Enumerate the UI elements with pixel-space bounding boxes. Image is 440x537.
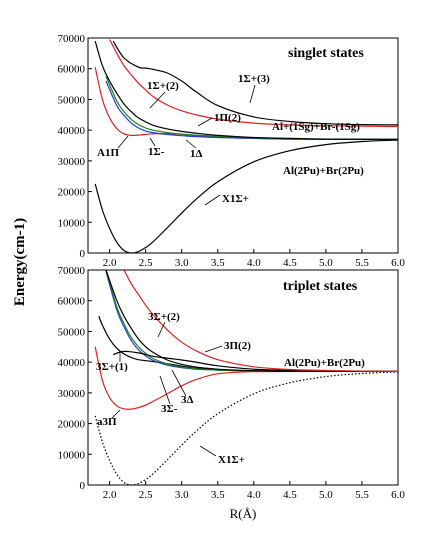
triplet-xtick-label-7: 5.5 bbox=[355, 489, 369, 501]
annotation-pointer-8 bbox=[204, 345, 223, 353]
label-A1pi: A1Π bbox=[97, 147, 119, 159]
triplet-xtick-label-2: 3.0 bbox=[175, 489, 189, 501]
triplet-curves bbox=[94, 269, 399, 486]
singlet-y-ticks: 0 10000 20000 30000 40000 50000 60000 70000 bbox=[58, 33, 92, 260]
label-3sigma-minus: 3Σ- bbox=[161, 403, 178, 415]
annotation-pointer-13 bbox=[199, 445, 217, 457]
annotation-pointer-4 bbox=[149, 137, 156, 147]
singlet-xtick-label-0: 2.0 bbox=[103, 257, 117, 269]
y-axis-label: Energy(cm-1) bbox=[12, 218, 28, 306]
singlet-ytick-label-4: 40000 bbox=[58, 125, 86, 137]
singlet-xtick-label-4: 4.0 bbox=[247, 257, 261, 269]
annotation-pointer-6 bbox=[204, 194, 221, 206]
singlet-curve-6 bbox=[112, 40, 399, 126]
annotation-pointer-12 bbox=[171, 369, 187, 397]
label-3delta: 3Δ bbox=[181, 394, 194, 406]
triplet-ytick-label-5: 50000 bbox=[58, 326, 86, 338]
label-3sigma-plus-1: 3Σ+(1) bbox=[96, 361, 128, 373]
x-axis-label: R(Å) bbox=[230, 506, 257, 521]
label-1sigma-plus-3: 1Σ+(3) bbox=[238, 73, 270, 85]
triplet-y-ticks: 0 10000 20000 30000 40000 50000 60000 70000 bbox=[58, 265, 92, 492]
label-1sigma-plus-2: 1Σ+(2) bbox=[147, 80, 179, 92]
singlet-ytick-label-7: 70000 bbox=[58, 33, 86, 45]
label-a3pi: a3Π bbox=[97, 416, 117, 428]
label-1pi-2: 1Π(2) bbox=[214, 112, 241, 124]
triplet-ytick-label-2: 20000 bbox=[58, 419, 86, 431]
triplet-xtick-label-6: 5.0 bbox=[319, 489, 333, 501]
triplet-curve-5 bbox=[105, 269, 398, 373]
triplet-ytick-label-7: 70000 bbox=[58, 265, 86, 277]
triplet-curve-6 bbox=[113, 350, 399, 372]
annotation-pointer-3 bbox=[117, 135, 129, 149]
triplet-curve-7 bbox=[123, 269, 399, 372]
singlet-title: singlet states bbox=[288, 46, 364, 61]
singlet-ytick-label-0: 0 bbox=[80, 248, 86, 260]
singlet-ytick-label-2: 20000 bbox=[58, 187, 86, 199]
label-3pi-2: 3Π(2) bbox=[224, 340, 251, 352]
label-asym-neutral-top: Al(2Pu)+Br(2Pu) bbox=[283, 165, 364, 177]
annotation-pointer-10 bbox=[111, 409, 121, 419]
triplet-xtick-label-5: 4.5 bbox=[283, 489, 297, 501]
triplet-xtick-label-4: 4.0 bbox=[247, 489, 261, 501]
label-3sigma-plus-2: 3Σ+(2) bbox=[148, 311, 180, 323]
singlet-xtick-label-8: 6.0 bbox=[391, 257, 405, 269]
annotation-pointer-5 bbox=[185, 139, 197, 149]
label-asym-ionic: Al+(1Sg)+Br-(1Sg) bbox=[272, 121, 360, 133]
singlet-ytick-label-3: 30000 bbox=[58, 156, 86, 168]
singlet-curve-0 bbox=[94, 139, 399, 254]
label-X1sigma-top: X1Σ+ bbox=[222, 193, 249, 205]
triplet-panel: 0 10000 20000 30000 40000 50000 60000 70000 2.0… bbox=[58, 265, 406, 501]
triplet-ytick-label-0: 0 bbox=[80, 480, 86, 492]
singlet-xtick-label-6: 5.0 bbox=[319, 257, 333, 269]
singlet-xtick-label-1: 2.5 bbox=[139, 257, 153, 269]
triplet-xtick-label-8: 6.0 bbox=[391, 489, 405, 501]
singlet-x-ticks: 2.0 2.5 3.0 3.5 4.0 4.5 5.0 5.5 6.0 bbox=[103, 249, 405, 269]
triplet-curve-1 bbox=[94, 346, 399, 410]
singlet-ytick-label-6: 60000 bbox=[58, 64, 86, 76]
label-1sigma-minus: 1Σ- bbox=[148, 146, 165, 158]
annotation-pointer-0 bbox=[149, 91, 166, 109]
singlet-xtick-label-7: 5.5 bbox=[355, 257, 369, 269]
singlet-ytick-label-1: 10000 bbox=[58, 217, 86, 229]
triplet-plot-frame bbox=[87, 269, 399, 486]
triplet-ytick-label-6: 60000 bbox=[58, 296, 86, 308]
triplet-xtick-label-3: 3.5 bbox=[211, 489, 225, 501]
singlet-ytick-label-5: 50000 bbox=[58, 94, 86, 106]
annotation-pointer-2 bbox=[197, 117, 213, 127]
singlet-plot-frame bbox=[87, 37, 399, 254]
triplet-title: triplet states bbox=[283, 279, 358, 294]
annotation-pointer-11 bbox=[159, 375, 171, 405]
singlet-xtick-label-3: 3.5 bbox=[211, 257, 225, 269]
singlet-xtick-label-5: 4.5 bbox=[283, 257, 297, 269]
label-asym-neutral-bottom: Al(2Pu)+Br(2Pu) bbox=[284, 357, 365, 369]
triplet-xtick-label-1: 2.5 bbox=[139, 489, 153, 501]
singlet-curves bbox=[94, 39, 399, 254]
annotation-pointer-1 bbox=[249, 84, 256, 104]
label-X1sigma-bottom: X1Σ+ bbox=[218, 454, 245, 466]
singlet-curve-4 bbox=[94, 40, 399, 140]
triplet-xtick-label-0: 2.0 bbox=[103, 489, 117, 501]
triplet-curve-0 bbox=[94, 371, 399, 486]
annotation-pointer-7 bbox=[157, 321, 166, 338]
label-1delta: 1Δ bbox=[190, 148, 203, 160]
singlet-curve-5 bbox=[109, 39, 399, 128]
triplet-ytick-label-1: 10000 bbox=[58, 449, 86, 461]
triplet-ytick-label-3: 30000 bbox=[58, 388, 86, 400]
singlet-panel: 0 10000 20000 30000 40000 50000 60000 70000 2.0… bbox=[58, 33, 406, 269]
triplet-ytick-label-4: 40000 bbox=[58, 357, 86, 369]
singlet-xtick-label-2: 3.0 bbox=[175, 257, 189, 269]
triplet-x-ticks: 2.0 2.5 3.0 3.5 4.0 4.5 5.0 5.5 6.0 bbox=[103, 481, 405, 501]
